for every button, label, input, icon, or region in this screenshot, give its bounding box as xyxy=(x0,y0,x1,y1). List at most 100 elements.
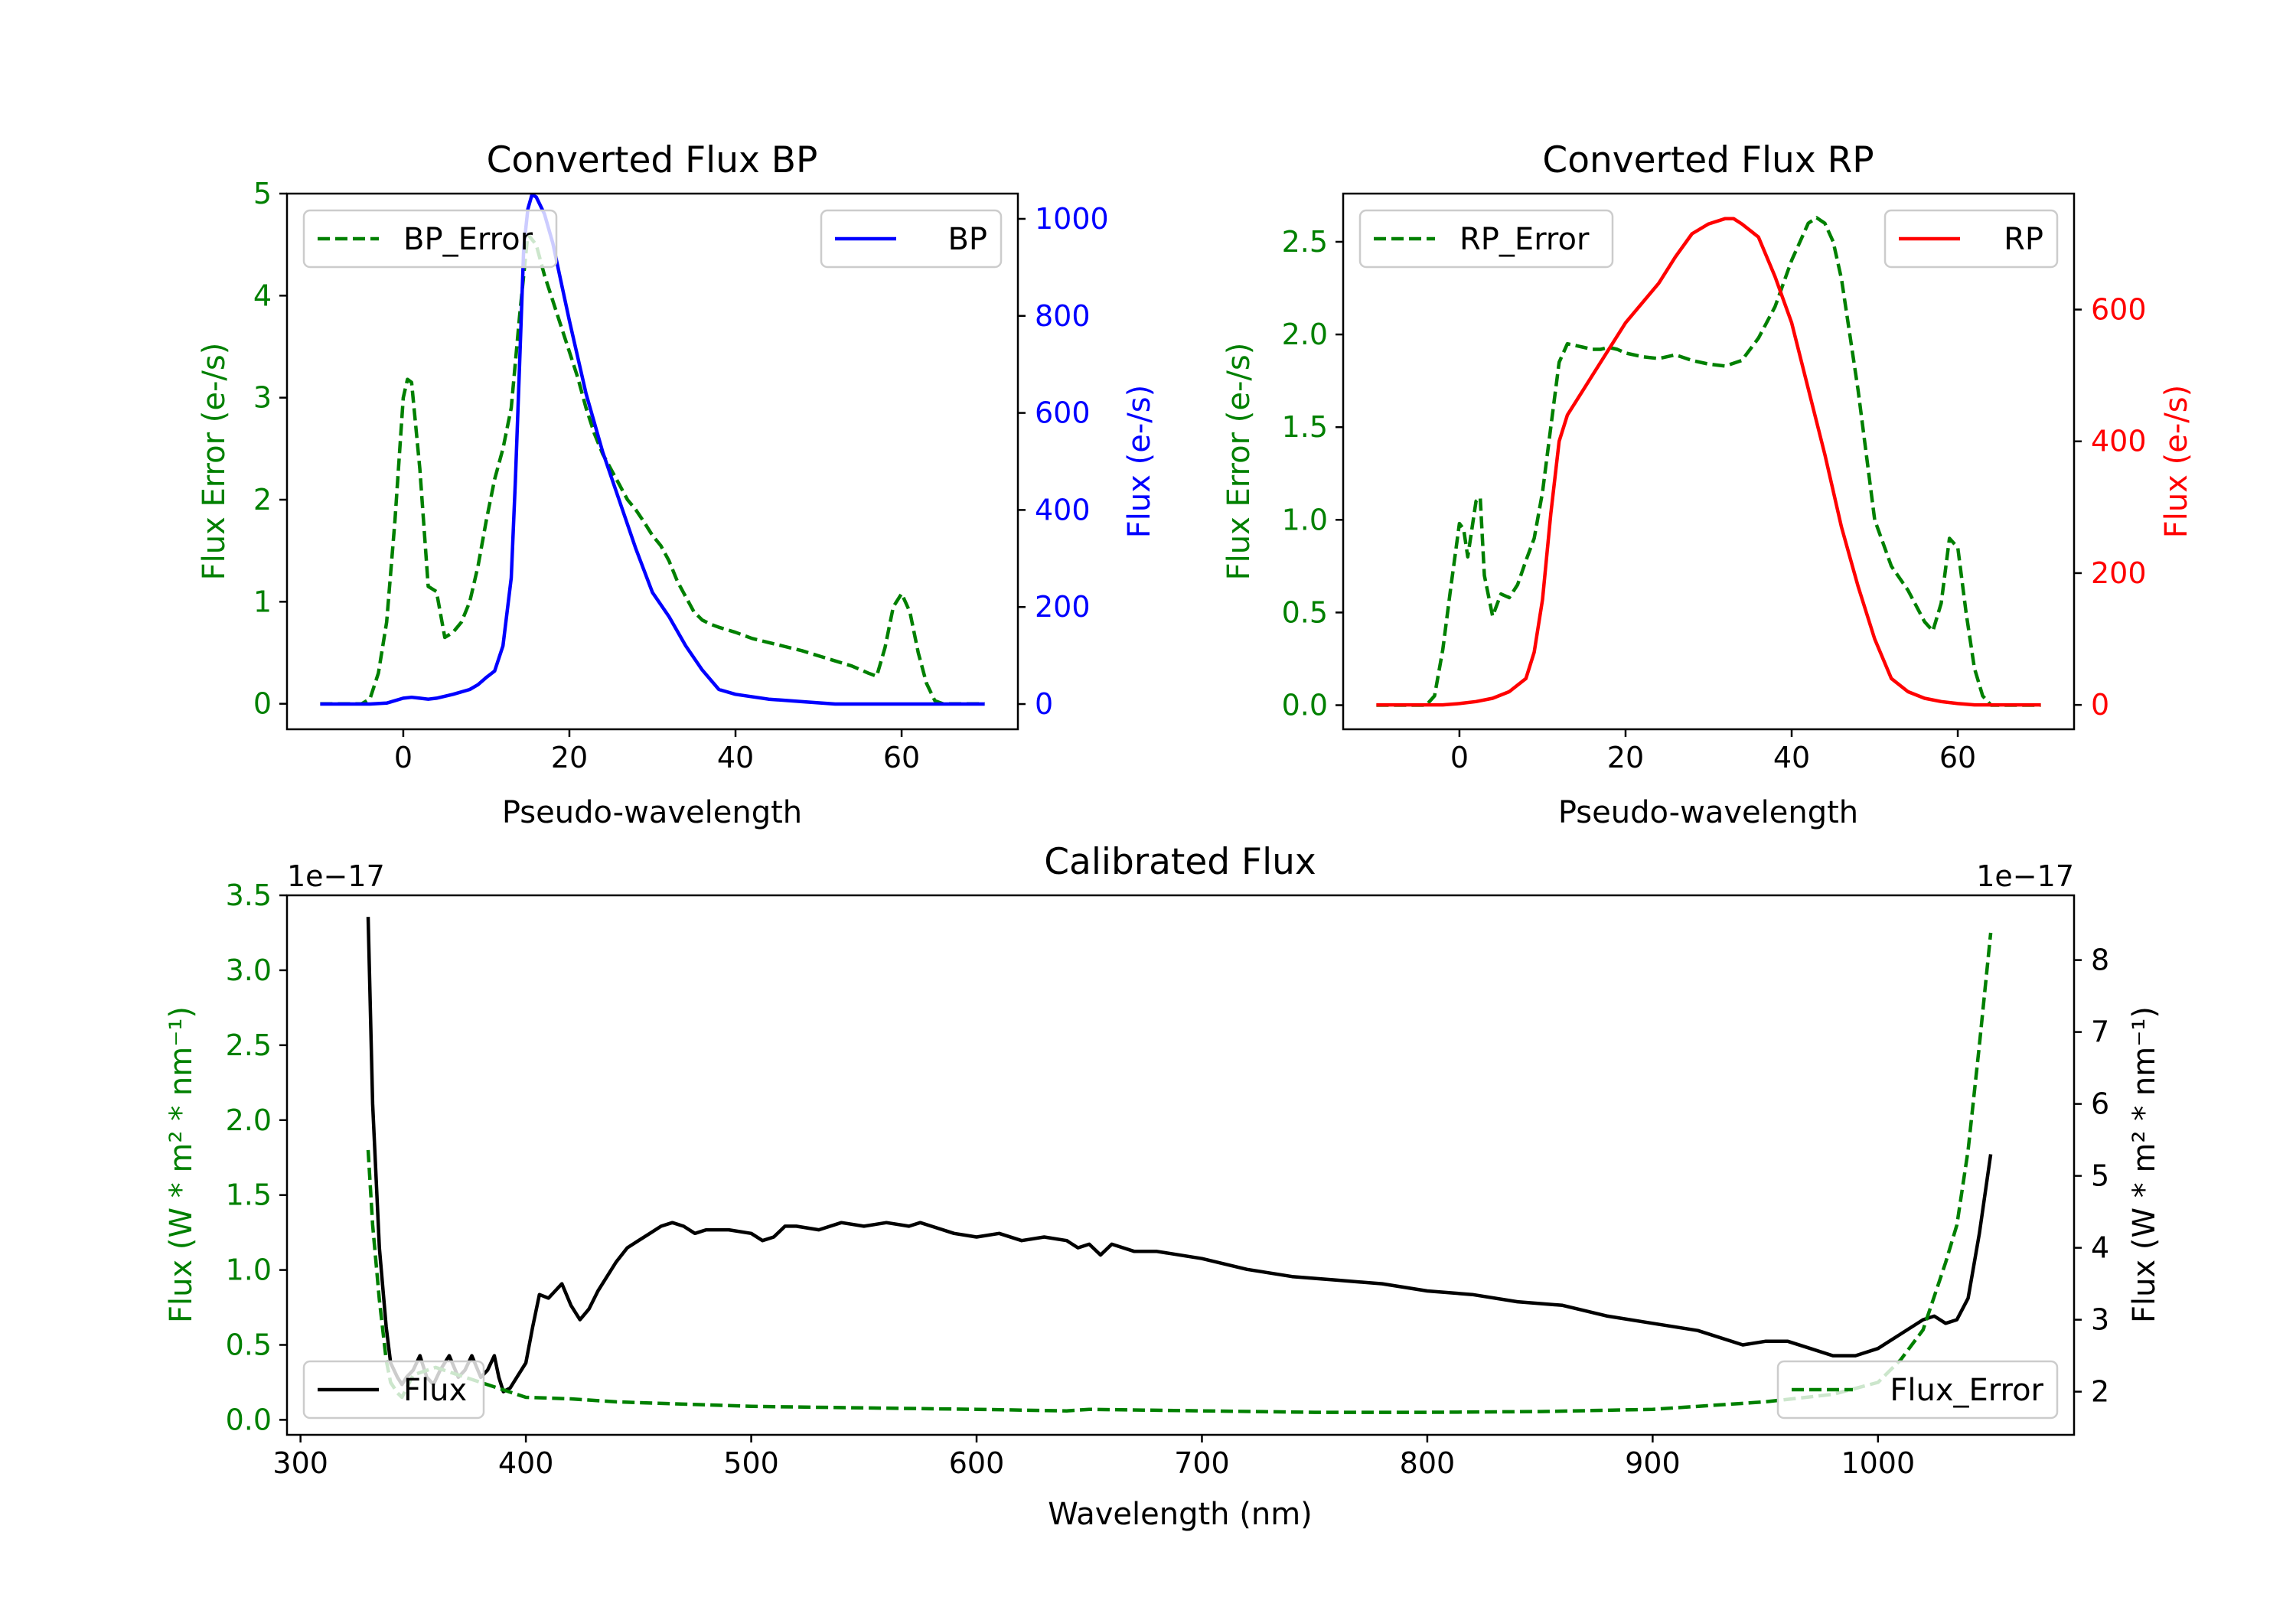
rp-ytick-left-label: 0.0 xyxy=(1282,689,1328,722)
bp-xlabel: Pseudo-wavelength xyxy=(502,795,802,830)
calibrated-series-flux xyxy=(366,917,1993,1393)
calibrated-xtick-label: 800 xyxy=(1400,1446,1456,1480)
bp-axes-frame xyxy=(285,192,1019,731)
rp-legend-right: RP xyxy=(1883,209,2059,269)
calibrated-ytick-right-label: 4 xyxy=(2091,1231,2109,1265)
calibrated-ytick-left-label: 0.5 xyxy=(226,1328,272,1362)
calibrated-ytick-left-label: 2.0 xyxy=(226,1103,272,1137)
rp-series-rp-error xyxy=(1376,216,2041,707)
rp-xtick-label: 20 xyxy=(1607,741,1644,774)
calibrated-ytick-left-label: 0.0 xyxy=(226,1403,272,1436)
bp-legend-right-label: BP xyxy=(947,222,987,257)
calibrated-ticks: 300 400 500 600 700 800 900 1000 0.0 0.5 1.0 1.5 2.0… xyxy=(226,878,2110,1480)
bp-ytick-left-label: 5 xyxy=(253,177,272,210)
rp-legend-right-box xyxy=(1883,209,2059,269)
calibrated-ytick-left-label: 1.5 xyxy=(226,1178,272,1212)
calibrated-xlabel: Wavelength (nm) xyxy=(1048,1497,1313,1532)
calibrated-xtick-label: 900 xyxy=(1625,1446,1681,1480)
calibrated-legend-right-box xyxy=(1776,1360,2059,1420)
rp-legend-left-box xyxy=(1358,209,1614,269)
calibrated-ylabel-left: Flux (W * m² * nm⁻¹) xyxy=(164,1006,199,1323)
rp-legend-left: RP_Error xyxy=(1358,209,1614,269)
calibrated-xtick-label: 500 xyxy=(723,1446,779,1480)
calibrated-ytick-left-label: 3.5 xyxy=(226,878,272,912)
bp-ylabel-right: Flux (e-/s) xyxy=(1122,385,1157,538)
bp-ytick-right-label: 800 xyxy=(1035,299,1091,333)
calibrated-legend-left: Flux xyxy=(302,1360,485,1420)
bp-legend-left: BP_Error xyxy=(302,209,558,269)
calibrated-legend-left-box xyxy=(302,1360,485,1420)
rp-ytick-right-label: 0 xyxy=(2091,688,2109,722)
calibrated-ytick-left-label: 2.5 xyxy=(226,1028,272,1062)
bp-series-bp xyxy=(320,194,985,706)
rp-legends: RP_Error RP xyxy=(1358,209,2059,269)
calibrated-ytick-left-label: 3.0 xyxy=(226,953,272,987)
calibrated-xtick-label: 700 xyxy=(1174,1446,1230,1480)
bp-ylabel-left: Flux Error (e-/s) xyxy=(197,343,232,581)
calibrated-offset-right: 1e−17 xyxy=(1976,859,2074,893)
rp-ticks: 0 20 40 60 0.0 0.5 1.0 1.5 2.0 2.5 0 200 400 600 xyxy=(1282,225,2147,774)
calibrated-offset-left: 1e−17 xyxy=(287,859,385,893)
calibrated-ytick-right-label: 8 xyxy=(2091,944,2109,977)
rp-ytick-left-label: 2.5 xyxy=(1282,225,1328,259)
bp-plot-area xyxy=(320,194,985,706)
rp-ylabel-right: Flux (e-/s) xyxy=(2159,385,2194,538)
rp-ylabel-left: Flux Error (e-/s) xyxy=(1221,343,1257,581)
bp-xtick-label: 0 xyxy=(394,741,413,774)
rp-series-rp xyxy=(1376,217,2041,707)
bp-ytick-left-label: 1 xyxy=(253,585,272,618)
rp-ytick-right-label: 200 xyxy=(2091,556,2147,590)
bp-ytick-left-label: 2 xyxy=(253,483,272,517)
rp-ytick-right-label: 400 xyxy=(2091,425,2147,458)
bp-ytick-left-label: 4 xyxy=(253,279,272,312)
calibrated-xtick-label: 600 xyxy=(949,1446,1005,1480)
rp-legend-left-label: RP_Error xyxy=(1459,222,1590,257)
bp-xtick-label: 60 xyxy=(883,741,920,774)
bp-legend-right: BP xyxy=(820,209,1003,269)
calibrated-title: Calibrated Flux xyxy=(1044,841,1316,883)
calibrated-ytick-left-label: 1.0 xyxy=(226,1253,272,1287)
calibrated-ytick-right-label: 7 xyxy=(2091,1015,2109,1049)
bp-legends: BP_Error BP xyxy=(302,209,1003,269)
bp-xtick-label: 20 xyxy=(551,741,588,774)
rp-axes-frame xyxy=(1342,192,2076,731)
bp-ytick-right-label: 200 xyxy=(1035,590,1091,624)
rp-title: Converted Flux RP xyxy=(1542,139,1874,181)
bp-title: Converted Flux BP xyxy=(487,139,818,181)
calibrated-ytick-right-label: 3 xyxy=(2091,1303,2109,1337)
rp-xtick-label: 0 xyxy=(1450,741,1469,774)
calibrated-axes-frame xyxy=(285,894,2076,1436)
bp-xtick-label: 40 xyxy=(717,741,754,774)
calibrated-xtick-label: 400 xyxy=(498,1446,554,1480)
rp-panel: Converted Flux RP Pseudo-wavelength Flux… xyxy=(1221,139,2194,830)
bp-ytick-right-label: 0 xyxy=(1035,687,1053,721)
calibrated-legend-left-label: Flux xyxy=(403,1373,467,1408)
bp-legend-left-box xyxy=(302,209,558,269)
calibrated-ytick-right-label: 5 xyxy=(2091,1159,2109,1193)
rp-xtick-label: 40 xyxy=(1773,741,1810,774)
calibrated-ytick-right-label: 6 xyxy=(2091,1087,2109,1121)
bp-ytick-right-label: 400 xyxy=(1035,493,1091,526)
bp-panel: Converted Flux BP Pseudo-wavelength Flux… xyxy=(197,139,1157,830)
bp-legend-right-box xyxy=(820,209,1003,269)
rp-ytick-left-label: 1.0 xyxy=(1282,503,1328,536)
rp-ytick-left-label: 1.5 xyxy=(1282,410,1328,444)
calibrated-ytick-right-label: 2 xyxy=(2091,1375,2109,1409)
calibrated-ylabel-right: Flux (W * m² * nm⁻¹) xyxy=(2127,1006,2162,1323)
rp-legend-right-label: RP xyxy=(2004,222,2043,257)
rp-ytick-right-label: 600 xyxy=(2091,293,2147,327)
calibrated-legends: Flux Flux_Error xyxy=(302,1360,2059,1420)
bp-legend-left-label: BP_Error xyxy=(403,222,533,257)
rp-xlabel: Pseudo-wavelength xyxy=(1558,795,1858,830)
calibrated-legend-right-label: Flux_Error xyxy=(1890,1373,2043,1408)
rp-ytick-left-label: 0.5 xyxy=(1282,595,1328,629)
bp-ytick-right-label: 1000 xyxy=(1035,202,1109,236)
bp-ytick-right-label: 600 xyxy=(1035,396,1091,430)
calibrated-xtick-label: 1000 xyxy=(1841,1446,1915,1480)
rp-xtick-label: 60 xyxy=(1939,741,1976,774)
bp-ytick-left-label: 3 xyxy=(253,381,272,415)
bp-ytick-left-label: 0 xyxy=(253,687,272,721)
bp-series-bp-error xyxy=(320,233,985,706)
